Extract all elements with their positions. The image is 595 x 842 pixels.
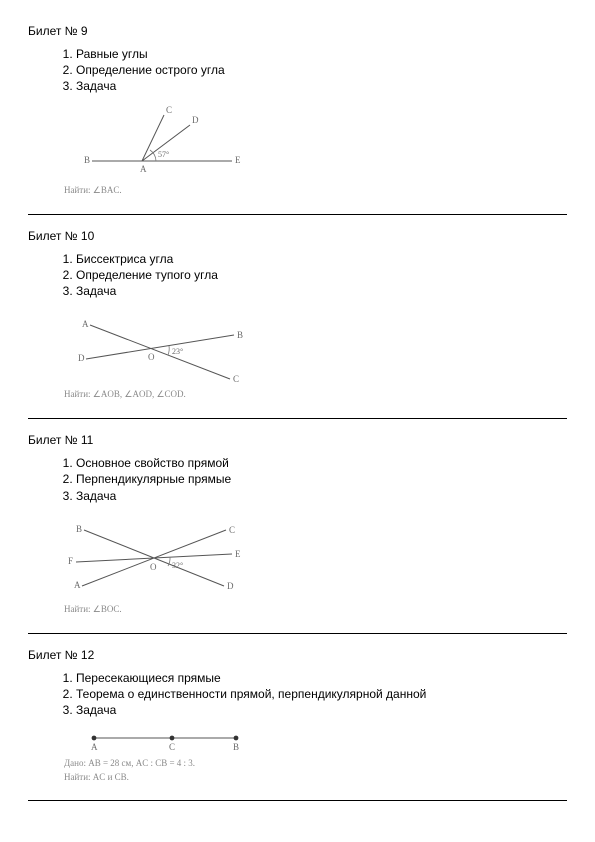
ticket-diagram: ACB bbox=[64, 724, 567, 754]
ticket-9: Билет № 9 Равные углы Определение острог… bbox=[28, 24, 567, 196]
svg-text:B: B bbox=[84, 155, 90, 165]
section-divider bbox=[28, 214, 567, 215]
list-item: Основное свойство прямой bbox=[76, 455, 567, 471]
list-item: Равные углы bbox=[76, 46, 567, 62]
ticket-11: Билет № 11 Основное свойство прямой Перп… bbox=[28, 433, 567, 615]
find-label: Найти: ∠BAC. bbox=[64, 185, 567, 196]
ticket-diagram: C D 57° B E A bbox=[64, 101, 567, 181]
section-divider bbox=[28, 633, 567, 634]
list-item: Задача bbox=[76, 488, 567, 504]
ticket-question-list: Основное свойство прямой Перпендикулярны… bbox=[28, 455, 567, 504]
svg-text:E: E bbox=[235, 549, 241, 559]
segment-diagram: ACB bbox=[64, 724, 254, 754]
star-lines-diagram: A C F E B D 32° O bbox=[64, 510, 254, 600]
list-item: Пересекающиеся прямые bbox=[76, 670, 567, 686]
ticket-question-list: Пересекающиеся прямые Теорема о единстве… bbox=[28, 670, 567, 719]
svg-text:E: E bbox=[235, 155, 241, 165]
list-item: Теорема о единственности прямой, перпенд… bbox=[76, 686, 567, 702]
angle-diagram: C D 57° B E A bbox=[64, 101, 244, 181]
svg-text:F: F bbox=[68, 556, 73, 566]
list-item: Перпендикулярные прямые bbox=[76, 471, 567, 487]
given-label: Дано: AB = 28 см, AC : CB = 4 : 3. bbox=[64, 758, 567, 768]
ticket-question-list: Равные углы Определение острого угла Зад… bbox=[28, 46, 567, 95]
svg-text:D: D bbox=[78, 353, 85, 363]
svg-text:B: B bbox=[233, 742, 239, 752]
ticket-diagram: A C F E B D 32° O bbox=[64, 510, 567, 600]
document-page: Билет № 9 Равные углы Определение острог… bbox=[0, 0, 595, 842]
list-item: Задача bbox=[76, 283, 567, 299]
svg-text:C: C bbox=[233, 374, 239, 384]
svg-text:A: A bbox=[82, 319, 89, 329]
svg-text:B: B bbox=[76, 524, 82, 534]
crossing-lines-diagram: A C D B 23° O bbox=[64, 305, 254, 385]
svg-text:C: C bbox=[229, 525, 235, 535]
svg-text:23°: 23° bbox=[172, 347, 183, 356]
svg-text:A: A bbox=[140, 164, 147, 174]
svg-text:A: A bbox=[91, 742, 98, 752]
ticket-title: Билет № 11 bbox=[28, 433, 567, 447]
find-label: Найти: AC и CB. bbox=[64, 772, 567, 782]
ticket-12: Билет № 12 Пересекающиеся прямые Теорема… bbox=[28, 648, 567, 783]
svg-text:B: B bbox=[237, 330, 243, 340]
svg-text:O: O bbox=[150, 562, 157, 572]
svg-text:C: C bbox=[169, 742, 175, 752]
svg-text:32°: 32° bbox=[172, 561, 183, 570]
svg-text:O: O bbox=[148, 352, 155, 362]
ticket-diagram: A C D B 23° O bbox=[64, 305, 567, 385]
svg-text:57°: 57° bbox=[158, 150, 169, 159]
list-item: Задача bbox=[76, 702, 567, 718]
ticket-10: Билет № 10 Биссектриса угла Определение … bbox=[28, 229, 567, 401]
section-divider bbox=[28, 800, 567, 801]
svg-text:A: A bbox=[74, 580, 81, 590]
find-label: Найти: ∠AOB, ∠AOD, ∠COD. bbox=[64, 389, 567, 400]
ticket-question-list: Биссектриса угла Определение тупого угла… bbox=[28, 251, 567, 300]
ticket-title: Билет № 9 bbox=[28, 24, 567, 38]
ticket-title: Билет № 10 bbox=[28, 229, 567, 243]
section-divider bbox=[28, 418, 567, 419]
list-item: Определение тупого угла bbox=[76, 267, 567, 283]
list-item: Биссектриса угла bbox=[76, 251, 567, 267]
find-label: Найти: ∠BOC. bbox=[64, 604, 567, 615]
list-item: Определение острого угла bbox=[76, 62, 567, 78]
svg-text:C: C bbox=[166, 105, 172, 115]
list-item: Задача bbox=[76, 78, 567, 94]
svg-text:D: D bbox=[227, 581, 234, 591]
svg-text:D: D bbox=[192, 115, 199, 125]
ticket-title: Билет № 12 bbox=[28, 648, 567, 662]
